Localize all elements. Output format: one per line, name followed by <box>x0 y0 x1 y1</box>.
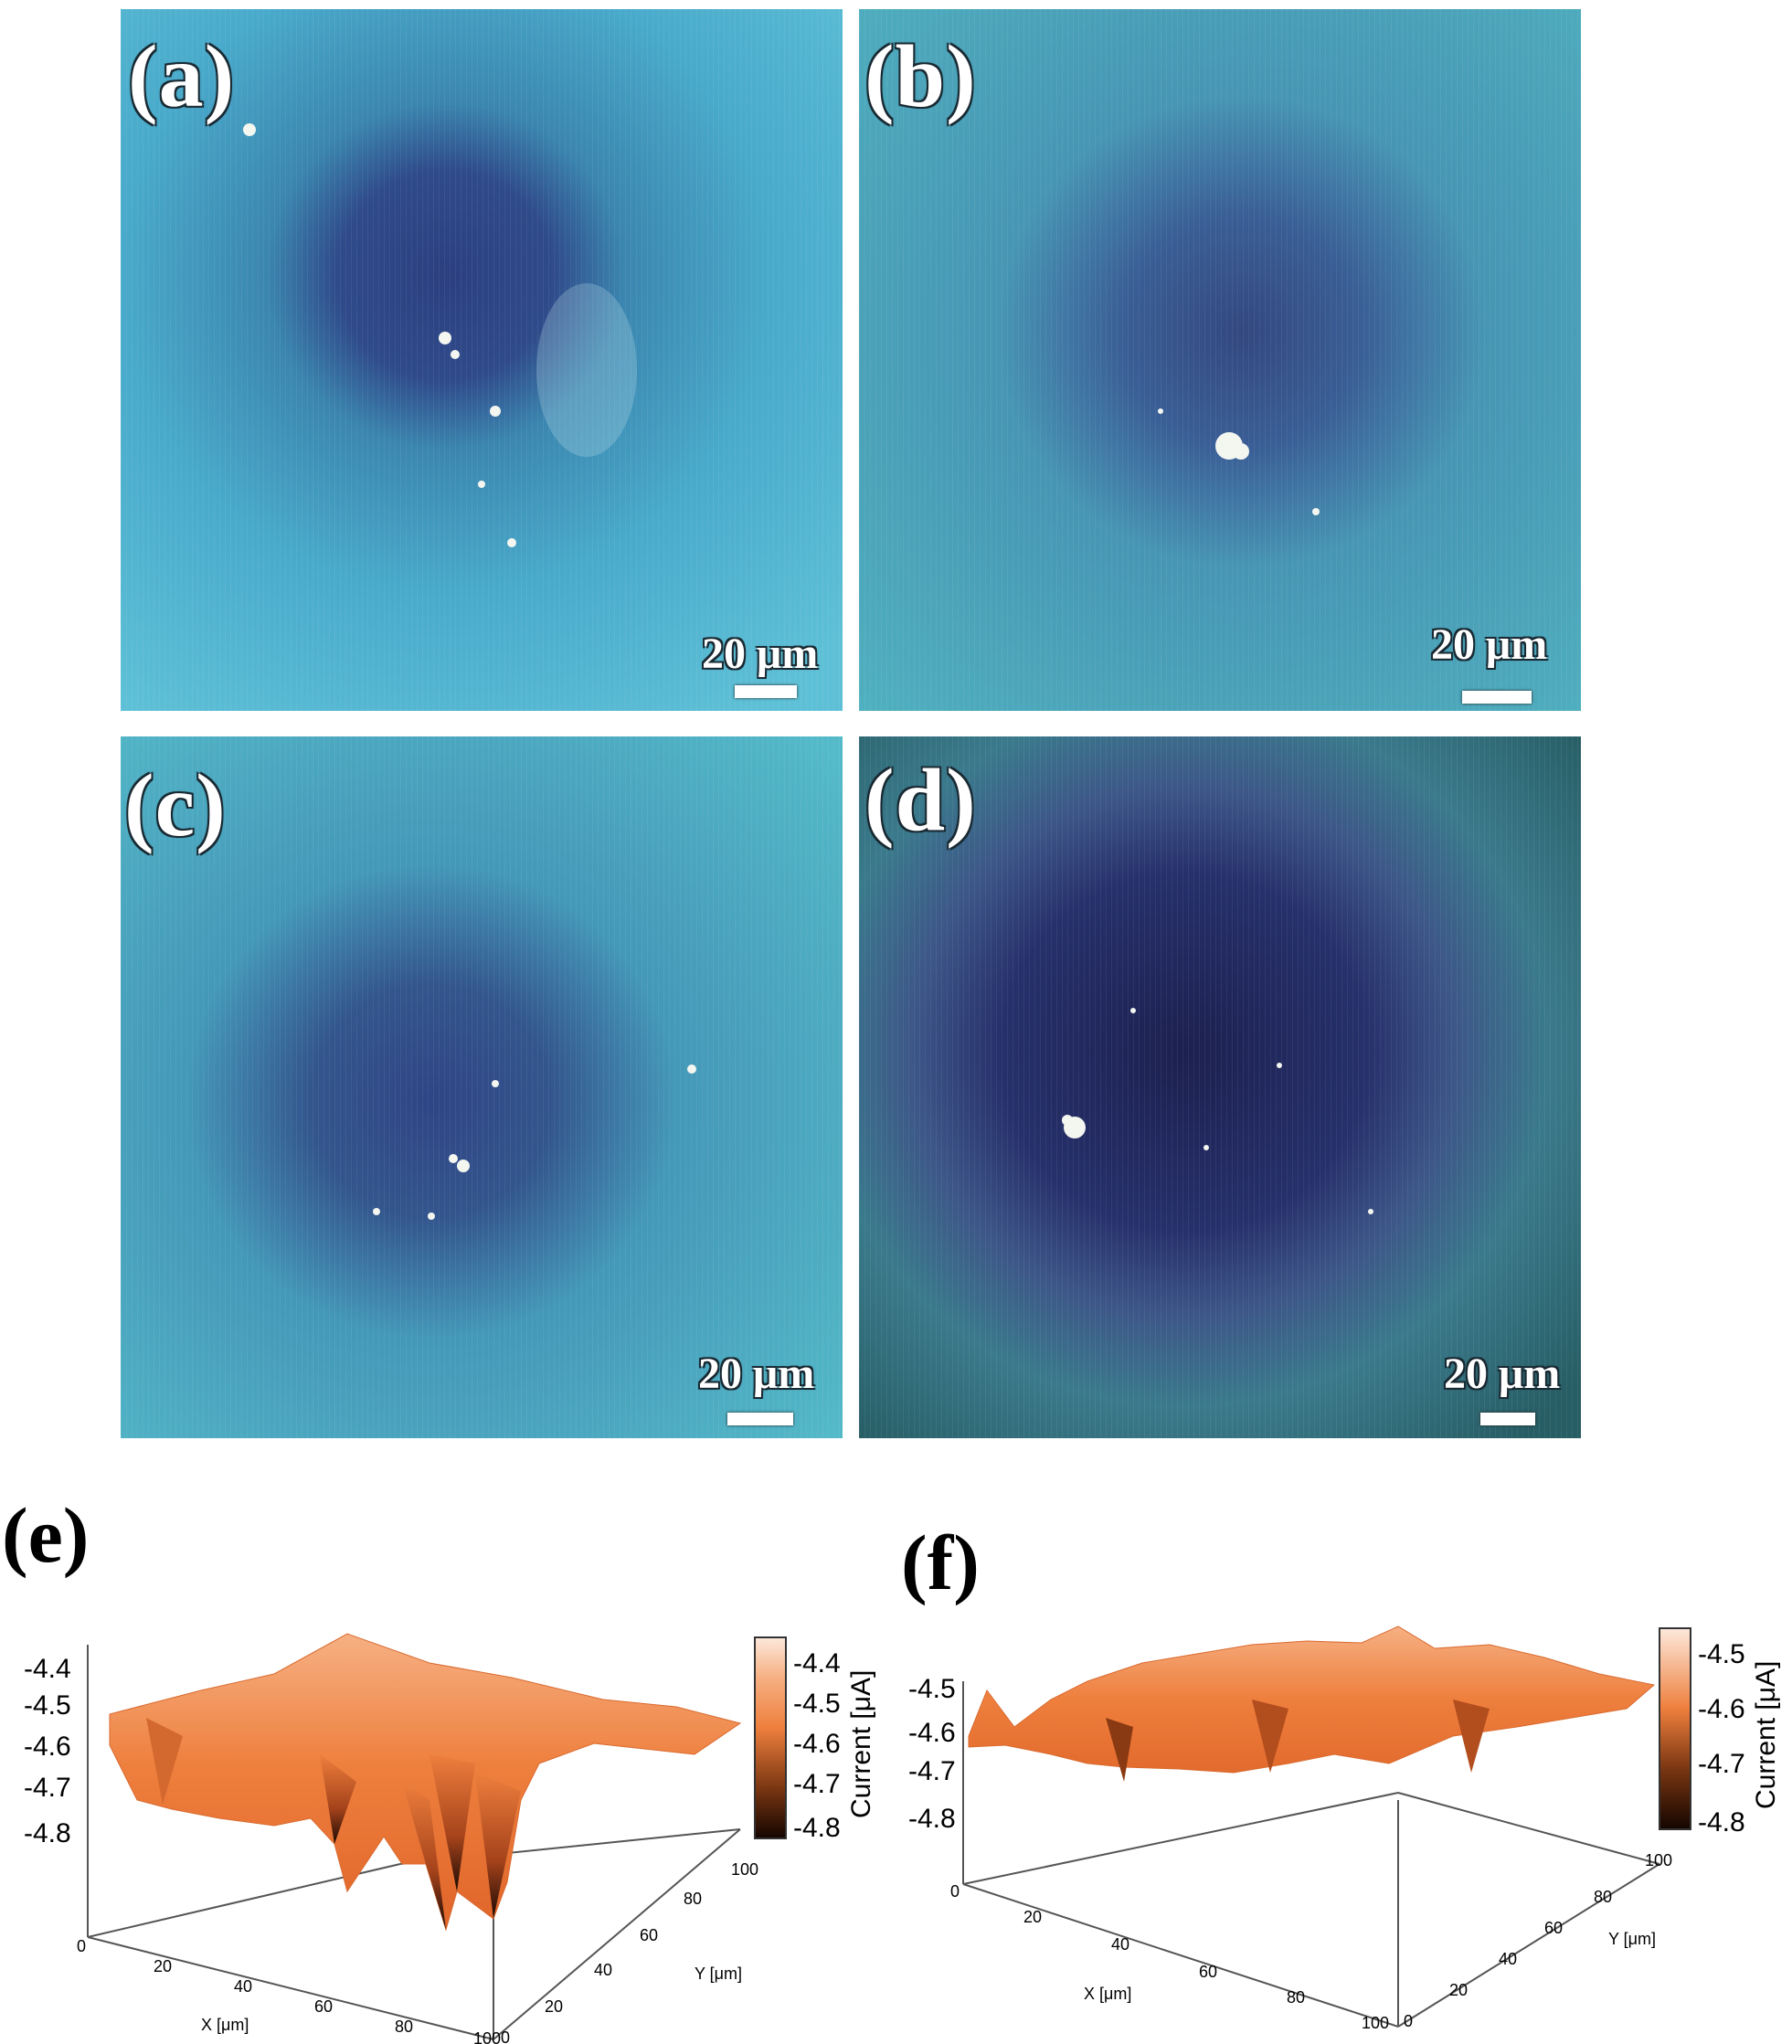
x-tick-e-5: 100 <box>473 2029 501 2044</box>
surface-plot-e: -4.4 -4.5 -4.6 -4.7 -4.8 0 20 40 60 80 1… <box>24 1633 876 2044</box>
micrograph-c-image <box>121 736 843 1438</box>
x-tick-e-1: 20 <box>154 1957 172 1975</box>
plot-label-f: (f) <box>901 1519 980 1606</box>
z-tick-e-2: -4.6 <box>24 1732 71 1762</box>
cb-tick-f-3: -4.8 <box>1698 1807 1745 1837</box>
micrograph-b: (b) 20 μm <box>859 9 1581 711</box>
y-axis-label-f: Y [μm] <box>1608 1930 1656 1948</box>
y-tick-f-3: 60 <box>1544 1919 1563 1937</box>
plot-label-e: (e) <box>2 1491 90 1579</box>
x-tick-e-3: 60 <box>314 1997 333 2016</box>
micrograph-a: (a) 20 μm <box>121 9 843 711</box>
cb-tick-f-1: -4.6 <box>1698 1694 1745 1724</box>
z-tick-f-3: -4.8 <box>908 1804 956 1834</box>
y-axis-label-e: Y [μm] <box>695 1965 742 1983</box>
colorbar-f <box>1659 1627 1691 1830</box>
y-tick-e-5: 100 <box>731 1860 758 1879</box>
colorbar-e <box>754 1636 787 1839</box>
scale-text-c: 20 μm <box>698 1350 815 1398</box>
scale-text-b: 20 μm <box>1431 620 1548 669</box>
colorbar-ticks-f: -4.5 -4.6 -4.7 -4.8 <box>1698 1639 1745 1837</box>
scale-bar-b <box>1462 691 1532 704</box>
x-tick-e-4: 80 <box>395 2018 413 2036</box>
y-tick-e-0: 0 <box>501 2028 510 2044</box>
x-axis-label-f: X [μm] <box>1084 1985 1131 2003</box>
y-tick-f-0: 0 <box>1404 2012 1413 2030</box>
y-tick-f-4: 80 <box>1594 1888 1612 1906</box>
x-axis-ticks-e: 0 20 40 60 80 100 <box>77 1937 501 2044</box>
panel-label-d: (d) <box>864 751 977 850</box>
y-tick-f-1: 20 <box>1449 1981 1468 1999</box>
colorbar-ticks-e: -4.4 -4.5 -4.6 -4.7 -4.8 <box>793 1648 841 1843</box>
x-axis-label-e: X [μm] <box>201 2016 249 2034</box>
panel-label-a: (a) <box>128 27 236 126</box>
y-tick-e-4: 80 <box>684 1890 702 1908</box>
scale-bar-d <box>1480 1413 1535 1425</box>
scale-bar-a <box>735 685 797 698</box>
cb-tick-e-1: -4.5 <box>793 1689 841 1719</box>
x-tick-f-1: 20 <box>1023 1908 1042 1926</box>
panel-label-b: (b) <box>864 27 977 126</box>
cb-tick-e-4: -4.8 <box>793 1813 841 1843</box>
x-tick-f-4: 80 <box>1287 1988 1305 2007</box>
z-axis-ticks-e: -4.4 -4.5 -4.6 -4.7 -4.8 <box>24 1654 71 1848</box>
micrograph-b-image <box>859 9 1581 711</box>
y-tick-f-2: 40 <box>1499 1950 1517 1968</box>
z-tick-e-0: -4.4 <box>24 1654 71 1684</box>
cb-tick-e-2: -4.6 <box>793 1729 841 1759</box>
micrograph-d: (d) 20 μm <box>859 736 1581 1438</box>
cb-tick-e-3: -4.7 <box>793 1769 841 1799</box>
y-axis-ticks-e: 0 20 40 60 80 100 <box>501 1860 758 2044</box>
y-tick-e-1: 20 <box>545 1997 563 2016</box>
y-axis-ticks-f: 0 20 40 60 80 100 <box>1404 1851 1672 2030</box>
micrograph-c: (c) 20 μm <box>121 736 843 1438</box>
scale-bar-c <box>727 1413 793 1425</box>
z-tick-f-2: -4.7 <box>908 1756 956 1786</box>
surface-plot-f: -4.5 -4.6 -4.7 -4.8 0 20 40 60 80 100 X … <box>908 1626 1781 2032</box>
micrograph-a-image <box>121 9 843 711</box>
x-tick-e-0: 0 <box>77 1937 86 1955</box>
z-tick-f-0: -4.5 <box>908 1674 956 1704</box>
x-tick-f-2: 40 <box>1111 1935 1129 1954</box>
cb-tick-f-2: -4.7 <box>1698 1749 1745 1779</box>
scale-text-d: 20 μm <box>1444 1350 1561 1398</box>
panel-label-c: (c) <box>124 757 227 855</box>
x-axis-ticks-f: 0 20 40 60 80 100 <box>950 1882 1389 2032</box>
z-tick-f-1: -4.6 <box>908 1718 956 1748</box>
z-tick-e-3: -4.7 <box>24 1773 71 1803</box>
x-tick-f-3: 60 <box>1199 1963 1217 1981</box>
cb-tick-e-0: -4.4 <box>793 1648 841 1679</box>
cb-tick-f-0: -4.5 <box>1698 1639 1745 1669</box>
scale-text-a: 20 μm <box>702 630 819 678</box>
z-tick-e-1: -4.5 <box>24 1690 71 1721</box>
x-tick-e-2: 40 <box>234 1977 252 1996</box>
y-tick-e-2: 40 <box>594 1961 612 1979</box>
z-tick-e-4: -4.8 <box>24 1818 71 1848</box>
y-tick-f-5: 100 <box>1645 1851 1672 1869</box>
x-tick-f-5: 100 <box>1362 2014 1389 2032</box>
y-tick-e-3: 60 <box>640 1926 658 1944</box>
x-tick-f-0: 0 <box>950 1882 960 1901</box>
colorbar-label-f: Current [μA] <box>1751 1661 1781 1809</box>
z-axis-ticks-f: -4.5 -4.6 -4.7 -4.8 <box>908 1674 956 1834</box>
colorbar-label-e: Current [μA] <box>846 1670 876 1818</box>
micrograph-d-image <box>859 736 1581 1438</box>
